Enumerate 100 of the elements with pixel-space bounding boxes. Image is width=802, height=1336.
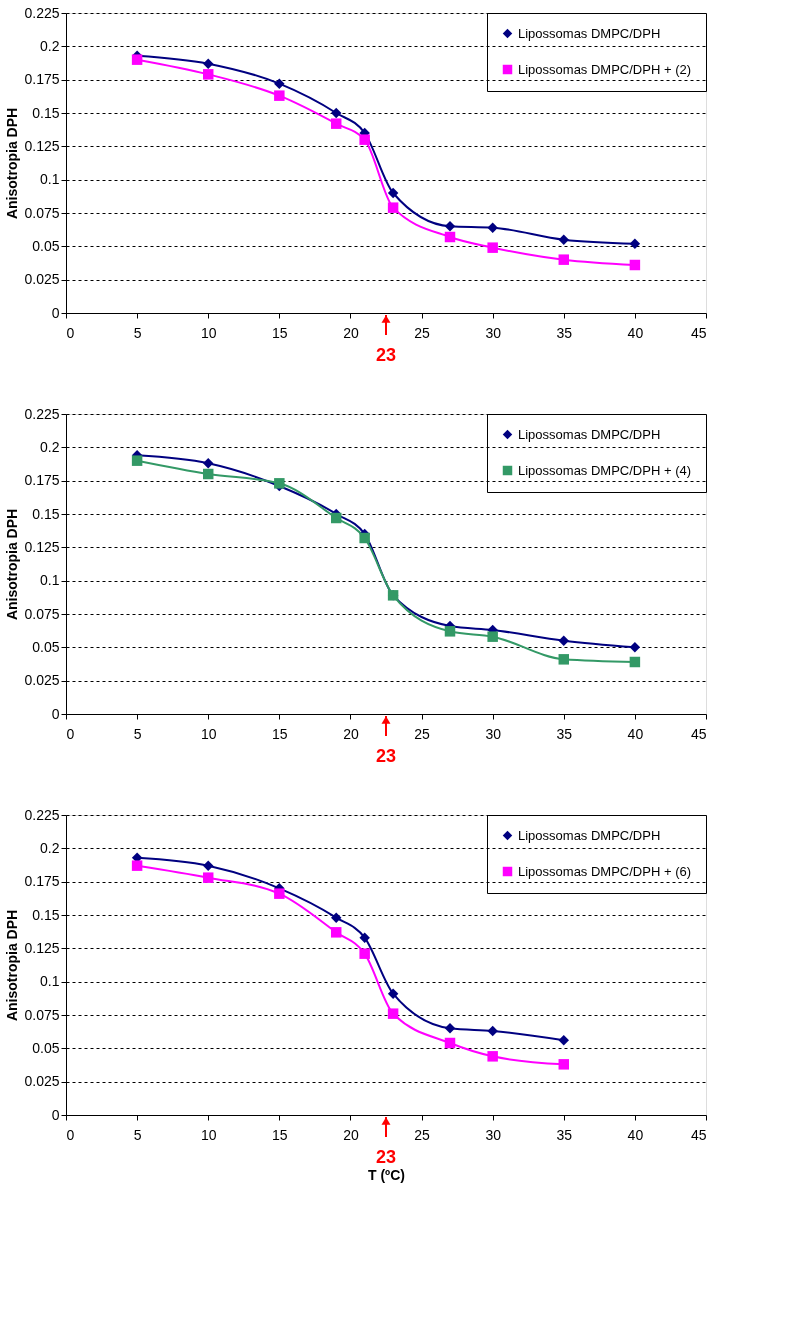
- x-tick-label: 15: [272, 725, 288, 742]
- y-tick-label: 0.2: [40, 37, 60, 54]
- x-tick-label: 25: [414, 324, 431, 341]
- y-tick-label: 0.15: [32, 505, 60, 522]
- x-tick-label: 30: [485, 324, 502, 341]
- point: [487, 242, 498, 253]
- x-tick-label: 35: [556, 1126, 573, 1143]
- point: [202, 69, 214, 80]
- y-axis-title: Anisotropia DPH: [4, 107, 21, 220]
- point: [558, 635, 570, 646]
- y-tick-label: 0.15: [32, 906, 60, 923]
- y-tick-label: 0.2: [40, 839, 60, 856]
- point: [487, 631, 498, 642]
- x-tick-label: 15: [272, 1126, 288, 1143]
- x-tick-label: 45: [690, 324, 707, 341]
- point: [330, 107, 342, 119]
- x-tick-label: 5: [133, 725, 142, 742]
- point: [487, 1051, 498, 1062]
- point: [387, 187, 399, 199]
- x-tick-label: 25: [414, 1126, 431, 1143]
- point: [629, 656, 641, 668]
- y-tick-label: 0.125: [24, 137, 60, 154]
- point: [444, 221, 456, 232]
- y-tick-label: 0.175: [24, 873, 60, 890]
- point: [444, 626, 456, 637]
- y-tick-label: 0.05: [32, 1039, 60, 1056]
- x-tick-label: 10: [200, 725, 217, 742]
- point: [629, 259, 641, 271]
- point: [387, 988, 399, 999]
- text: 23: [375, 345, 397, 365]
- y-tick-label: 0.075: [24, 605, 60, 622]
- point: [202, 872, 214, 883]
- x-tick-label: 35: [556, 324, 573, 341]
- x-tick-label: 0: [66, 725, 75, 742]
- y-tick-label: 0.125: [24, 939, 60, 956]
- point: [444, 1037, 456, 1049]
- legend-label: Lipossomas DMPC/DPH + (6): [518, 863, 692, 879]
- point: [558, 234, 570, 245]
- x-tick-label: 30: [485, 1126, 502, 1143]
- x-tick-label: 0: [66, 324, 75, 341]
- x-tick-label: 25: [414, 725, 431, 742]
- y-axis-title: Anisotropia DPH: [4, 508, 21, 621]
- point: [558, 654, 570, 665]
- point: [558, 254, 570, 265]
- y-tick-label: 0.05: [32, 237, 60, 254]
- x-tick-label: 15: [272, 324, 288, 341]
- legend-label: Lipossomas DMPC/DPH: [518, 827, 661, 843]
- y-tick-label: 0.175: [24, 71, 60, 88]
- y-tick-label: 0: [51, 705, 60, 722]
- point: [487, 222, 498, 233]
- point: [359, 948, 370, 959]
- point: [202, 58, 214, 69]
- x-tick-label: 30: [485, 725, 502, 742]
- x-tick-label: 5: [133, 324, 142, 341]
- point: [330, 912, 342, 923]
- point: [444, 231, 456, 243]
- y-tick-label: 0: [51, 1106, 60, 1123]
- y-tick-label: 0.1: [40, 973, 60, 990]
- x-tick-label: 20: [343, 1126, 359, 1143]
- x-tick-label: 40: [627, 725, 644, 742]
- x-tick-label: 45: [690, 1126, 707, 1143]
- y-tick-label: 0.225: [24, 806, 60, 823]
- x-tick-label: 40: [627, 324, 644, 341]
- legend-label: Lipossomas DMPC/DPH + (4): [518, 462, 692, 478]
- x-tick-label: 0: [66, 1126, 75, 1143]
- point: [387, 1008, 399, 1019]
- y-tick-label: 0.1: [40, 572, 60, 589]
- y-tick-label: 0.1: [40, 171, 60, 188]
- point: [274, 888, 285, 899]
- legend-label: Lipossomas DMPC/DPH: [518, 426, 661, 442]
- x-tick-label: 10: [200, 1126, 217, 1143]
- text: 23: [375, 746, 397, 766]
- point: [202, 458, 214, 469]
- point: [629, 642, 641, 653]
- y-tick-label: 0.075: [24, 1006, 60, 1023]
- point: [131, 455, 143, 466]
- legend-label: Lipossomas DMPC/DPH: [518, 25, 661, 41]
- x-tick-label: 40: [627, 1126, 644, 1143]
- y-tick-label: 0.2: [40, 438, 60, 455]
- y-tick-label: 0.15: [32, 104, 60, 121]
- y-axis-title: Anisotropia DPH: [4, 909, 21, 1022]
- point: [330, 118, 342, 129]
- point: [359, 932, 370, 943]
- y-tick-label: 0.225: [24, 405, 60, 422]
- point: [274, 78, 285, 89]
- legend-label: Lipossomas DMPC/DPH + (2): [518, 61, 692, 77]
- x-axis-title: T (ºC): [368, 1166, 405, 1183]
- point: [330, 927, 342, 938]
- y-tick-label: 0.05: [32, 638, 60, 655]
- point: [558, 1059, 570, 1070]
- y-tick-label: 0.225: [24, 4, 60, 21]
- point: [558, 1035, 570, 1046]
- x-tick-label: 20: [343, 324, 359, 341]
- y-tick-label: 0.025: [24, 1073, 60, 1090]
- point: [629, 238, 641, 249]
- point: [274, 90, 285, 101]
- point: [131, 54, 143, 65]
- point: [330, 512, 342, 524]
- x-tick-label: 35: [556, 725, 573, 742]
- point: [202, 468, 214, 480]
